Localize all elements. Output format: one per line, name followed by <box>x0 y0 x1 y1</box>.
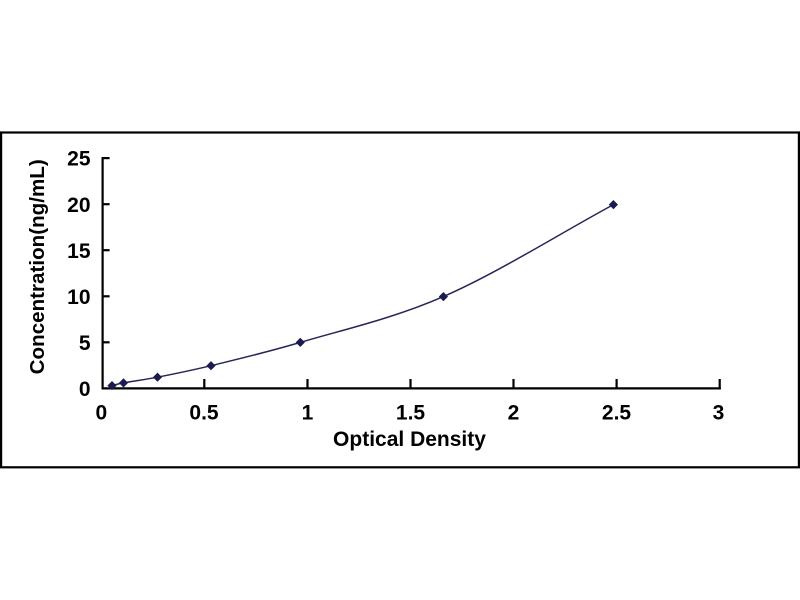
svg-text:15: 15 <box>67 240 91 263</box>
svg-text:25: 25 <box>67 148 91 171</box>
svg-text:2.5: 2.5 <box>602 402 632 425</box>
svg-text:2: 2 <box>508 402 520 425</box>
svg-text:Optical Density: Optical Density <box>333 428 486 451</box>
svg-text:10: 10 <box>67 286 90 309</box>
svg-text:0: 0 <box>79 378 91 401</box>
svg-text:Concentration(ng/mL): Concentration(ng/mL) <box>26 159 49 374</box>
svg-text:3: 3 <box>713 402 725 425</box>
svg-text:1: 1 <box>302 402 314 425</box>
svg-text:0: 0 <box>95 402 107 425</box>
svg-text:20: 20 <box>67 194 90 217</box>
svg-text:0.5: 0.5 <box>189 402 219 425</box>
svg-text:5: 5 <box>79 332 91 355</box>
svg-text:1.5: 1.5 <box>396 402 426 425</box>
